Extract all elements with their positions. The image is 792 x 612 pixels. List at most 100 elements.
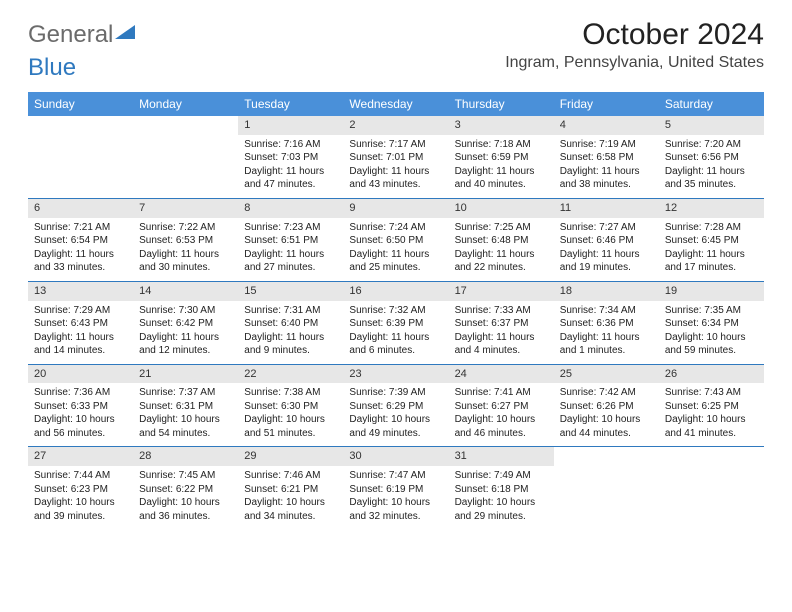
day-body: Sunrise: 7:49 AMSunset: 6:18 PMDaylight:… [449, 466, 554, 529]
calendar-day: 5Sunrise: 7:20 AMSunset: 6:56 PMDaylight… [659, 116, 764, 198]
calendar-day: 23Sunrise: 7:39 AMSunset: 6:29 PMDayligh… [343, 365, 448, 447]
day-body: Sunrise: 7:30 AMSunset: 6:42 PMDaylight:… [133, 301, 238, 364]
calendar-day: 28Sunrise: 7:45 AMSunset: 6:22 PMDayligh… [133, 447, 238, 529]
day-body: Sunrise: 7:39 AMSunset: 6:29 PMDaylight:… [343, 383, 448, 446]
calendar-day: 1Sunrise: 7:16 AMSunset: 7:03 PMDaylight… [238, 116, 343, 198]
day-body: Sunrise: 7:41 AMSunset: 6:27 PMDaylight:… [449, 383, 554, 446]
calendar-day: 8Sunrise: 7:23 AMSunset: 6:51 PMDaylight… [238, 199, 343, 281]
calendar-day: 4Sunrise: 7:19 AMSunset: 6:58 PMDaylight… [554, 116, 659, 198]
day-number: 12 [659, 199, 764, 218]
calendar-day: 30Sunrise: 7:47 AMSunset: 6:19 PMDayligh… [343, 447, 448, 529]
day-number: 20 [28, 365, 133, 384]
calendar-week: 13Sunrise: 7:29 AMSunset: 6:43 PMDayligh… [28, 282, 764, 365]
day-body: Sunrise: 7:46 AMSunset: 6:21 PMDaylight:… [238, 466, 343, 529]
day-body: Sunrise: 7:42 AMSunset: 6:26 PMDaylight:… [554, 383, 659, 446]
day-body: Sunrise: 7:38 AMSunset: 6:30 PMDaylight:… [238, 383, 343, 446]
day-number: 5 [659, 116, 764, 135]
day-header-wed: Wednesday [343, 92, 448, 116]
calendar-week: 27Sunrise: 7:44 AMSunset: 6:23 PMDayligh… [28, 447, 764, 529]
day-number: 25 [554, 365, 659, 384]
day-body: Sunrise: 7:18 AMSunset: 6:59 PMDaylight:… [449, 135, 554, 198]
logo: General [28, 18, 135, 52]
calendar-day: 3Sunrise: 7:18 AMSunset: 6:59 PMDaylight… [449, 116, 554, 198]
day-number: 2 [343, 116, 448, 135]
day-number: 19 [659, 282, 764, 301]
day-number: 28 [133, 447, 238, 466]
day-body: Sunrise: 7:45 AMSunset: 6:22 PMDaylight:… [133, 466, 238, 529]
day-number: 10 [449, 199, 554, 218]
day-body: Sunrise: 7:24 AMSunset: 6:50 PMDaylight:… [343, 218, 448, 281]
calendar-day: 27Sunrise: 7:44 AMSunset: 6:23 PMDayligh… [28, 447, 133, 529]
calendar-day: 10Sunrise: 7:25 AMSunset: 6:48 PMDayligh… [449, 199, 554, 281]
calendar-day: 26Sunrise: 7:43 AMSunset: 6:25 PMDayligh… [659, 365, 764, 447]
calendar-day: 21Sunrise: 7:37 AMSunset: 6:31 PMDayligh… [133, 365, 238, 447]
logo-triangle-icon [115, 18, 135, 46]
day-body: Sunrise: 7:33 AMSunset: 6:37 PMDaylight:… [449, 301, 554, 364]
calendar-day: 29Sunrise: 7:46 AMSunset: 6:21 PMDayligh… [238, 447, 343, 529]
day-number: 7 [133, 199, 238, 218]
calendar-empty-cell [28, 116, 133, 198]
calendar-day: 13Sunrise: 7:29 AMSunset: 6:43 PMDayligh… [28, 282, 133, 364]
day-number: 29 [238, 447, 343, 466]
day-header-fri: Friday [554, 92, 659, 116]
calendar-empty-cell [659, 447, 764, 529]
day-number: 14 [133, 282, 238, 301]
day-number: 30 [343, 447, 448, 466]
calendar-day: 9Sunrise: 7:24 AMSunset: 6:50 PMDaylight… [343, 199, 448, 281]
day-body: Sunrise: 7:20 AMSunset: 6:56 PMDaylight:… [659, 135, 764, 198]
day-number: 9 [343, 199, 448, 218]
calendar-day: 2Sunrise: 7:17 AMSunset: 7:01 PMDaylight… [343, 116, 448, 198]
day-number: 4 [554, 116, 659, 135]
day-body: Sunrise: 7:29 AMSunset: 6:43 PMDaylight:… [28, 301, 133, 364]
day-number: 24 [449, 365, 554, 384]
calendar-empty-cell [554, 447, 659, 529]
day-number: 8 [238, 199, 343, 218]
day-number: 31 [449, 447, 554, 466]
day-number: 22 [238, 365, 343, 384]
calendar-day: 25Sunrise: 7:42 AMSunset: 6:26 PMDayligh… [554, 365, 659, 447]
day-number: 23 [343, 365, 448, 384]
calendar-day: 19Sunrise: 7:35 AMSunset: 6:34 PMDayligh… [659, 282, 764, 364]
day-number: 21 [133, 365, 238, 384]
day-number: 1 [238, 116, 343, 135]
calendar-day: 31Sunrise: 7:49 AMSunset: 6:18 PMDayligh… [449, 447, 554, 529]
calendar-empty-cell [133, 116, 238, 198]
calendar-day: 18Sunrise: 7:34 AMSunset: 6:36 PMDayligh… [554, 282, 659, 364]
logo-text-general: General [28, 21, 113, 49]
day-header-thu: Thursday [449, 92, 554, 116]
day-body: Sunrise: 7:34 AMSunset: 6:36 PMDaylight:… [554, 301, 659, 364]
day-body: Sunrise: 7:47 AMSunset: 6:19 PMDaylight:… [343, 466, 448, 529]
day-number: 3 [449, 116, 554, 135]
calendar-day: 16Sunrise: 7:32 AMSunset: 6:39 PMDayligh… [343, 282, 448, 364]
month-title: October 2024 [505, 18, 764, 52]
day-number: 27 [28, 447, 133, 466]
calendar-week: 20Sunrise: 7:36 AMSunset: 6:33 PMDayligh… [28, 365, 764, 448]
calendar-day: 12Sunrise: 7:28 AMSunset: 6:45 PMDayligh… [659, 199, 764, 281]
day-number: 17 [449, 282, 554, 301]
day-header-row: Sunday Monday Tuesday Wednesday Thursday… [28, 92, 764, 116]
day-body: Sunrise: 7:32 AMSunset: 6:39 PMDaylight:… [343, 301, 448, 364]
calendar-day: 24Sunrise: 7:41 AMSunset: 6:27 PMDayligh… [449, 365, 554, 447]
day-body: Sunrise: 7:23 AMSunset: 6:51 PMDaylight:… [238, 218, 343, 281]
day-number: 16 [343, 282, 448, 301]
logo-text-blue: Blue [28, 54, 76, 82]
day-number: 11 [554, 199, 659, 218]
day-body: Sunrise: 7:17 AMSunset: 7:01 PMDaylight:… [343, 135, 448, 198]
calendar-day: 15Sunrise: 7:31 AMSunset: 6:40 PMDayligh… [238, 282, 343, 364]
day-header-sat: Saturday [659, 92, 764, 116]
day-body: Sunrise: 7:35 AMSunset: 6:34 PMDaylight:… [659, 301, 764, 364]
calendar-day: 6Sunrise: 7:21 AMSunset: 6:54 PMDaylight… [28, 199, 133, 281]
day-header-mon: Monday [133, 92, 238, 116]
day-number: 6 [28, 199, 133, 218]
day-header-sun: Sunday [28, 92, 133, 116]
day-body: Sunrise: 7:37 AMSunset: 6:31 PMDaylight:… [133, 383, 238, 446]
calendar-day: 22Sunrise: 7:38 AMSunset: 6:30 PMDayligh… [238, 365, 343, 447]
calendar-week: 1Sunrise: 7:16 AMSunset: 7:03 PMDaylight… [28, 116, 764, 199]
calendar-day: 7Sunrise: 7:22 AMSunset: 6:53 PMDaylight… [133, 199, 238, 281]
calendar-day: 14Sunrise: 7:30 AMSunset: 6:42 PMDayligh… [133, 282, 238, 364]
day-number: 13 [28, 282, 133, 301]
day-body: Sunrise: 7:19 AMSunset: 6:58 PMDaylight:… [554, 135, 659, 198]
calendar-day: 17Sunrise: 7:33 AMSunset: 6:37 PMDayligh… [449, 282, 554, 364]
day-body: Sunrise: 7:28 AMSunset: 6:45 PMDaylight:… [659, 218, 764, 281]
day-number: 26 [659, 365, 764, 384]
